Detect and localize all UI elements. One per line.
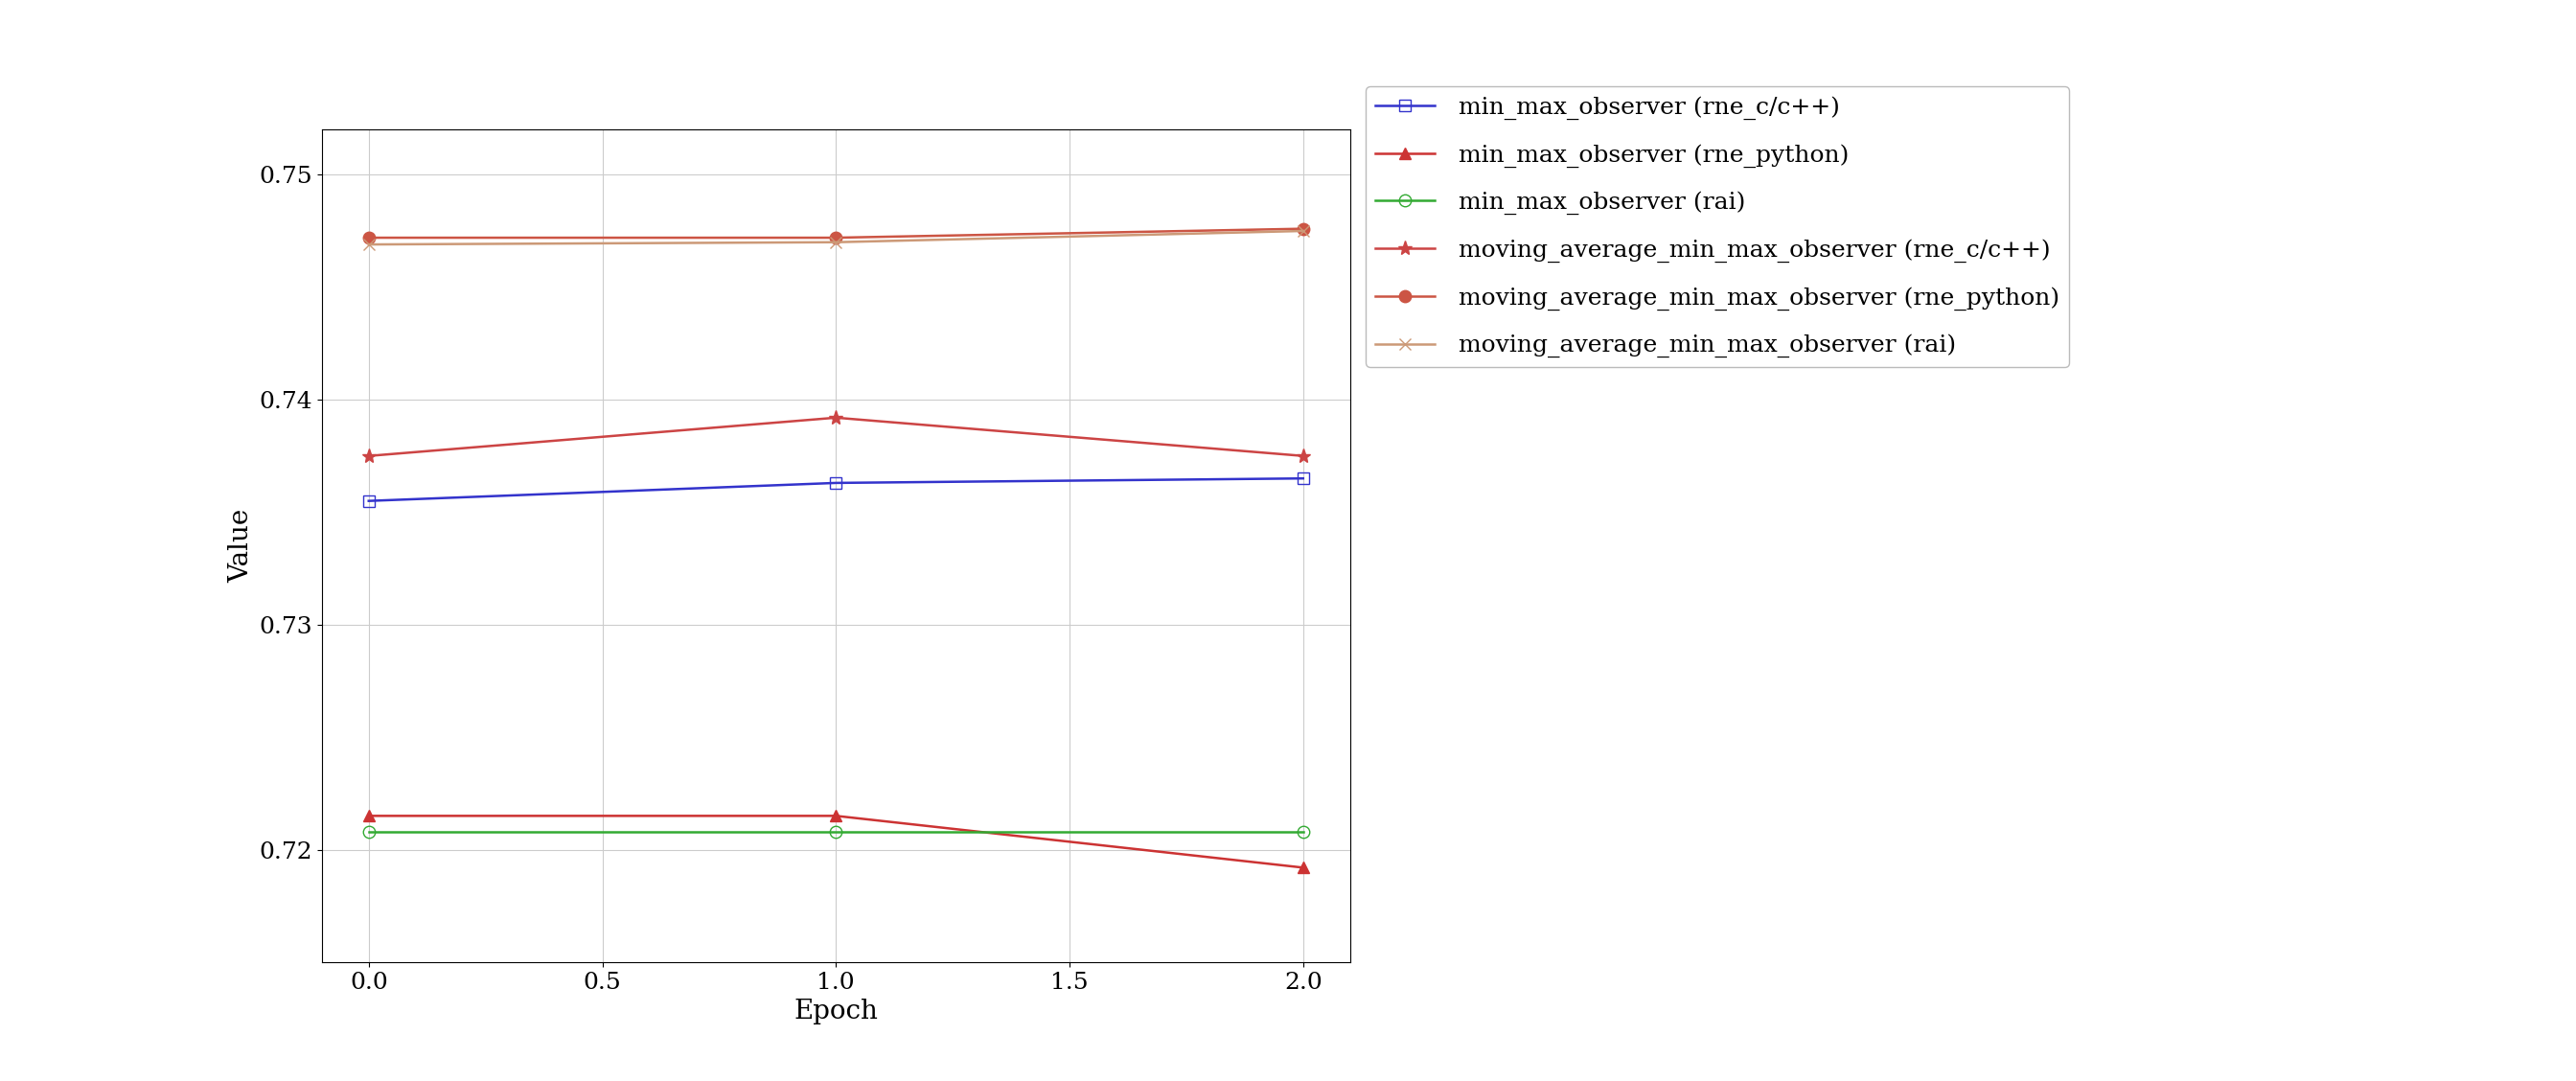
Line: moving_average_min_max_observer (rne_python): moving_average_min_max_observer (rne_pyt… — [363, 223, 1309, 243]
min_max_observer (rai) — [822, 825, 853, 838]
moving_average_min_max_observer (rne_c/c++) — [822, 411, 853, 424]
Y-axis label: Value: Value — [229, 509, 255, 583]
min_max_observer (rne_python) — [353, 810, 384, 823]
min_max_observer (rne_python) — [822, 810, 853, 823]
min_max_observer (rai) — [1288, 825, 1319, 838]
min_max_observer (rne_python) — [1288, 862, 1319, 875]
moving_average_min_max_observer (rai) — [822, 236, 853, 249]
Legend: min_max_observer (rne_c/c++), min_max_observer (rne_python), min_max_observer (r: min_max_observer (rne_c/c++), min_max_ob… — [1365, 86, 2069, 368]
moving_average_min_max_observer (rne_c/c++) — [1288, 450, 1319, 463]
Line: min_max_observer (rai): min_max_observer (rai) — [363, 826, 1309, 838]
moving_average_min_max_observer (rne_python) — [1288, 223, 1319, 236]
min_max_observer (rne_c/c++) — [1288, 472, 1319, 485]
min_max_observer (rne_c/c++) — [353, 494, 384, 507]
Line: min_max_observer (rne_python): min_max_observer (rne_python) — [363, 810, 1309, 873]
moving_average_min_max_observer (rne_python) — [353, 231, 384, 244]
X-axis label: Epoch: Epoch — [793, 999, 878, 1025]
moving_average_min_max_observer (rai) — [353, 238, 384, 251]
Line: moving_average_min_max_observer (rne_c/c++): moving_average_min_max_observer (rne_c/c… — [361, 411, 1311, 464]
Line: moving_average_min_max_observer (rai): moving_average_min_max_observer (rai) — [363, 225, 1309, 251]
moving_average_min_max_observer (rne_c/c++) — [353, 450, 384, 463]
min_max_observer (rai) — [353, 825, 384, 838]
Line: min_max_observer (rne_c/c++): min_max_observer (rne_c/c++) — [363, 472, 1309, 507]
moving_average_min_max_observer (rai) — [1288, 225, 1319, 238]
moving_average_min_max_observer (rne_python) — [822, 231, 853, 244]
min_max_observer (rne_c/c++) — [822, 477, 853, 490]
